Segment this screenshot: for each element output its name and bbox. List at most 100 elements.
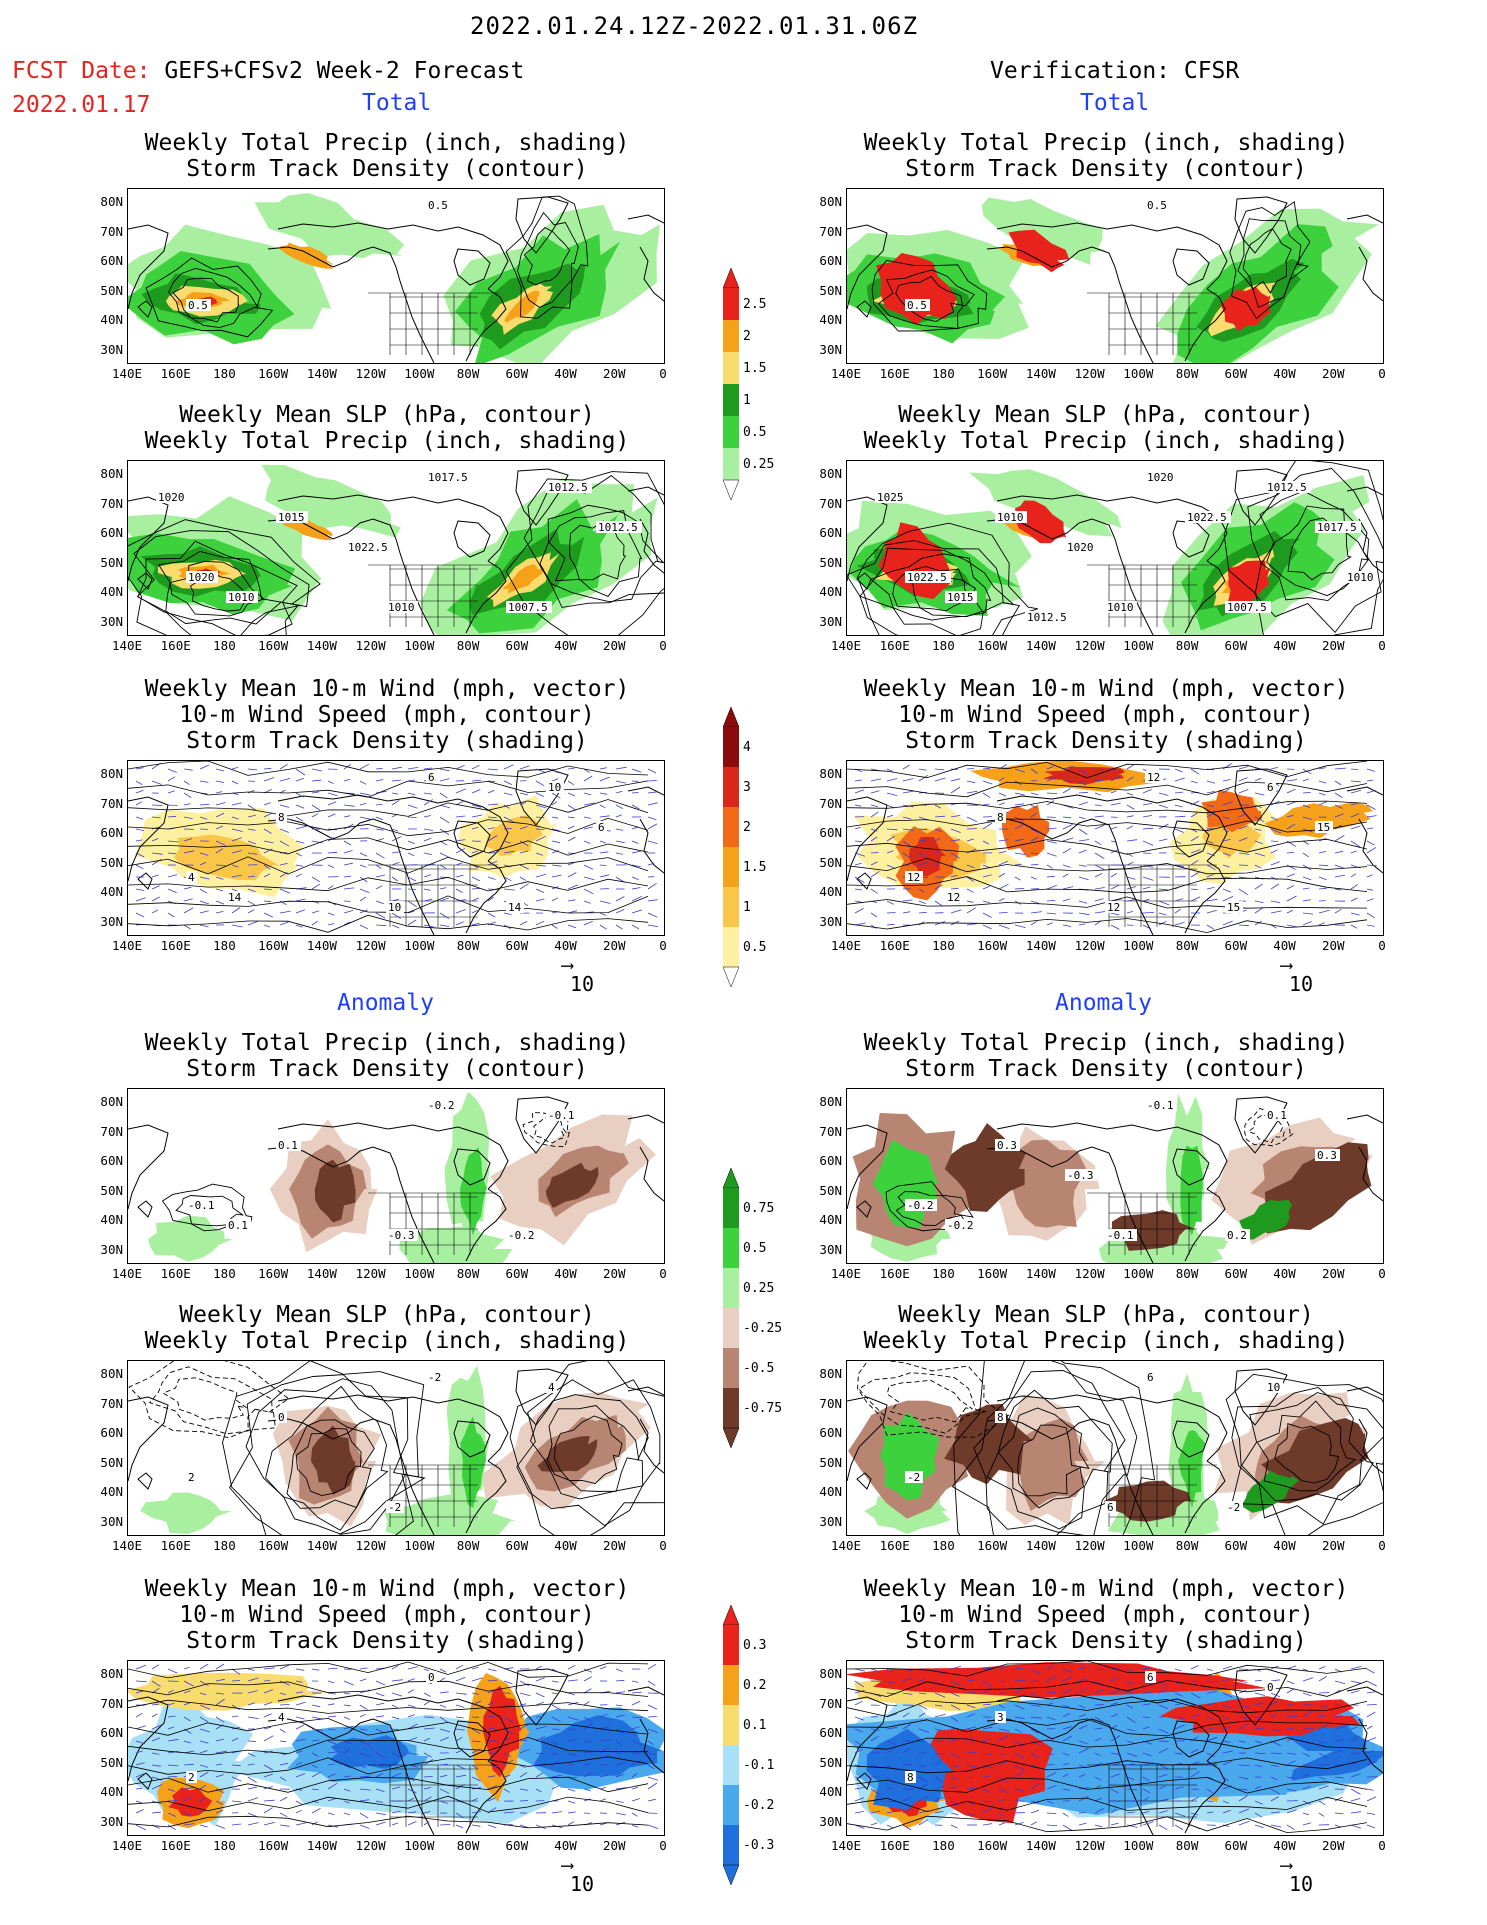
lon-label: 180 [932,1838,955,1853]
lon-label: 160W [977,1266,1008,1281]
contour-label: -2 [428,1371,441,1384]
lat-label: 40N [100,584,123,599]
colorbar-swatch [723,320,739,352]
vector-reference: ⟶ 10 [562,1857,594,1897]
coastlines [128,768,664,935]
fc-anom-wind-map: 2 0 4 [127,1660,665,1836]
lon-label: 40W [554,1838,577,1853]
lon-label: 0 [659,1266,667,1281]
lat-label: 50N [100,1754,123,1770]
fc-anom-precip-map: -0.1 -0.2 0.1 -0.1 -0.3 -0.2 0.1 [127,1088,665,1264]
colorbar-swatch [723,1705,739,1745]
contour-label: 1010 [1107,601,1134,614]
contour-label: 1007.5 [508,601,548,614]
lon-label: 160W [977,638,1008,653]
coastlines [847,1096,1383,1263]
lon-label: 20W [602,638,626,653]
shading [847,1662,1383,1829]
lon-label: 100W [404,1538,435,1553]
us-state-borders [1087,864,1217,927]
fc-total-wind-map: 4 6 8 10 10 14 14 6 [127,760,665,936]
lon-label: 60W [1224,366,1248,381]
contour-label: 4 [548,1381,555,1394]
title-line: Weekly Total Precip (inch, shading) [144,1328,630,1354]
contour-label: -0.1 [1107,1229,1134,1242]
contour-labels: -0.1 -0.2 0.1 -0.1 -0.3 -0.2 0.1 [186,1099,578,1242]
coastlines [847,768,1383,935]
lon-label: 180 [213,366,236,381]
contour-label-bg [226,891,244,903]
contour-labels: 1020 1017.5 1015 1012.5 1010 1007.5 1010 1012.5… [156,471,642,614]
lon-label: 120W [355,1266,386,1281]
contour-label-bg [905,299,930,311]
lat-label: 60N [100,525,123,540]
us-state-borders [1087,1192,1217,1255]
contour-label-bg [1265,1681,1276,1693]
lon-label: 180 [213,1538,236,1553]
contour-label-bg [186,1771,197,1783]
colorbar-cap [722,706,740,728]
title-line: Weekly Mean 10-m Wind (mph, vector) [144,676,630,702]
vf-total-wind-title: Weekly Mean 10-m Wind (mph, vector) 10-m … [826,676,1386,754]
lon-label: 0 [1378,366,1386,381]
lat-label: 60N [100,1725,123,1740]
lon-label: 140W [306,938,337,953]
lon-label: 0 [659,938,667,953]
lat-label: 80N [819,1094,842,1109]
lat-label: 40N [819,312,842,327]
colorbar-cap [722,1864,740,1886]
lon-label: 60W [505,1266,529,1281]
fc-total-slp-title: Weekly Mean SLP (hPa, contour) Weekly Tot… [107,402,667,454]
title-line: 10-m Wind Speed (mph, contour) [898,1602,1314,1628]
colorbar-total-storm: 4 3 2 1.5 1 0.5 [722,706,803,988]
colorbar-label: 2.5 [743,297,766,312]
lon-label: 180 [213,1838,236,1853]
contour-label: 0.1 [1267,1109,1287,1122]
contour-label-bg [546,1109,578,1121]
vf-total-precip-title: Weekly Total Precip (inch, shading) Storm… [826,130,1386,182]
contour-label: 0.5 [1147,199,1167,212]
us-state-borders [1087,1764,1217,1827]
us-state-borders [368,1764,498,1827]
lat-label: 40N [819,1784,842,1799]
contour-label: 2 [188,1771,195,1784]
contour-label-bg [995,511,1027,523]
lon-label: 20W [1321,366,1345,381]
colorbar-swatch [723,727,739,767]
contours [128,1361,664,1535]
lon-label: 0 [1378,938,1386,953]
lon-label: 160E [160,1838,191,1853]
lat-label: 80N [100,1366,123,1381]
contour-label-bg [905,1471,923,1483]
contour-label-bg [1105,901,1123,913]
lon-label: 180 [932,638,955,653]
contour-label: -2 [1227,1501,1240,1514]
colorbar-swatch [723,1745,739,1785]
colorbar-swatch [723,1188,739,1228]
lon-label: 160E [160,1538,191,1553]
colorbar-swatch [723,1825,739,1865]
lon-label: 140W [1025,366,1056,381]
lon-label: 80W [1175,1266,1199,1281]
vf-total-precip-map: 0.5 0.5 [846,188,1384,364]
contour-labels: 8 6 3 0 [905,1671,1276,1784]
contour-label-bg [1145,1671,1156,1683]
lat-label: 30N [819,1513,842,1529]
lon-label: 40W [554,366,577,381]
contour-label: 12 [1107,901,1120,914]
verification-label: Verification: CFSR [990,58,1240,84]
contour-label: 0 [1267,1681,1274,1694]
lon-label: 100W [404,638,435,653]
lat-label: 50N [819,1182,842,1198]
contour-label-bg [945,891,963,903]
contour-label: 1012.5 [598,521,638,534]
lon-label: 160W [977,1838,1008,1853]
contour-label: -2 [388,1501,401,1514]
contour-label-bg [386,601,418,613]
coastlines [847,1668,1383,1835]
contour-labels: 2 -2 0 4 -2 [186,1371,557,1514]
lat-label: 40N [100,312,123,327]
lat-label: 80N [100,194,123,209]
lon-label: 140W [1025,1838,1056,1853]
fc-anom-slp-svg: 2 -2 0 4 -2 [128,1361,664,1535]
